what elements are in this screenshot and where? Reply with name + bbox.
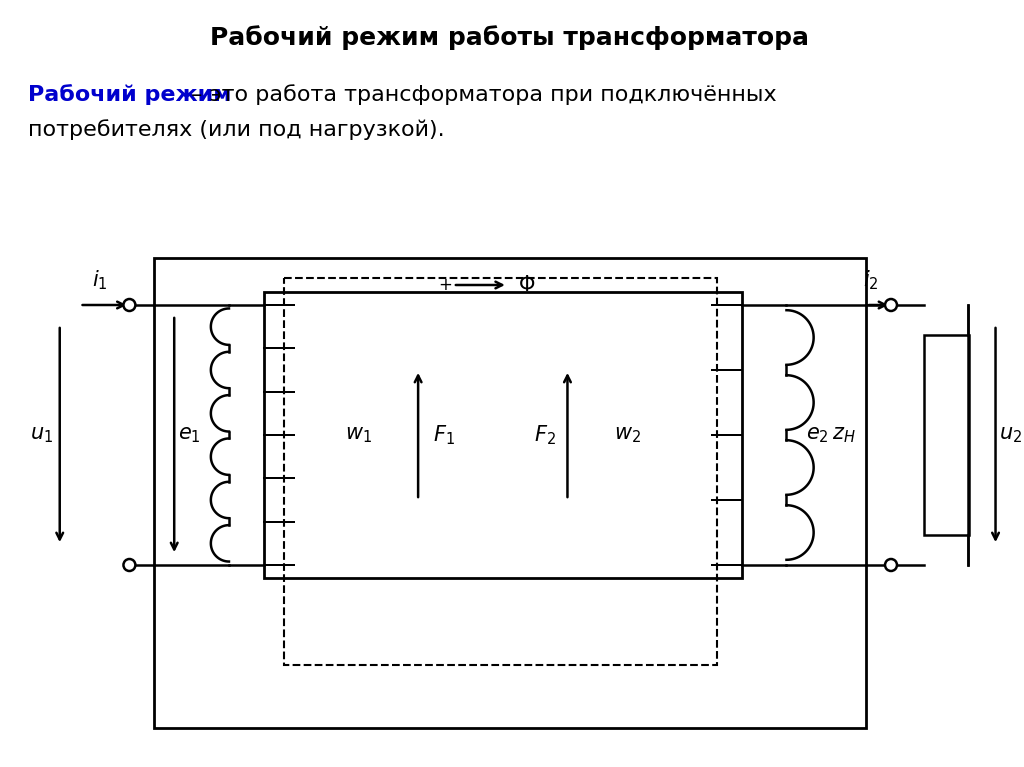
Text: $i_2$: $i_2$ xyxy=(863,268,879,291)
Circle shape xyxy=(124,299,135,311)
Text: $e_1$: $e_1$ xyxy=(178,425,201,445)
Circle shape xyxy=(885,559,897,571)
Text: $F_2$: $F_2$ xyxy=(534,423,555,447)
Bar xyxy=(264,292,741,578)
Text: $\Phi$: $\Phi$ xyxy=(518,275,535,295)
Bar xyxy=(284,278,717,665)
Text: – это работа трансформатора при подключённых: – это работа трансформатора при подключё… xyxy=(184,84,777,105)
Circle shape xyxy=(885,299,897,311)
Text: $w_2$: $w_2$ xyxy=(613,425,641,445)
Text: $u_1$: $u_1$ xyxy=(31,425,53,445)
Text: $w_1$: $w_1$ xyxy=(345,425,372,445)
Text: потребителях (или под нагрузкой).: потребителях (или под нагрузкой). xyxy=(28,120,444,140)
Text: Рабочий режим работы трансформатора: Рабочий режим работы трансформатора xyxy=(210,25,809,51)
Text: $e_2 \, z_H$: $e_2 \, z_H$ xyxy=(807,425,856,445)
Text: $i_1$: $i_1$ xyxy=(92,268,108,291)
Text: $+$: $+$ xyxy=(438,276,452,294)
Text: Рабочий режим: Рабочий режим xyxy=(28,84,231,106)
Bar xyxy=(155,258,866,728)
Text: $F_1$: $F_1$ xyxy=(433,423,455,447)
Circle shape xyxy=(124,559,135,571)
Text: $u_2$: $u_2$ xyxy=(998,425,1022,445)
Bar xyxy=(924,335,969,535)
